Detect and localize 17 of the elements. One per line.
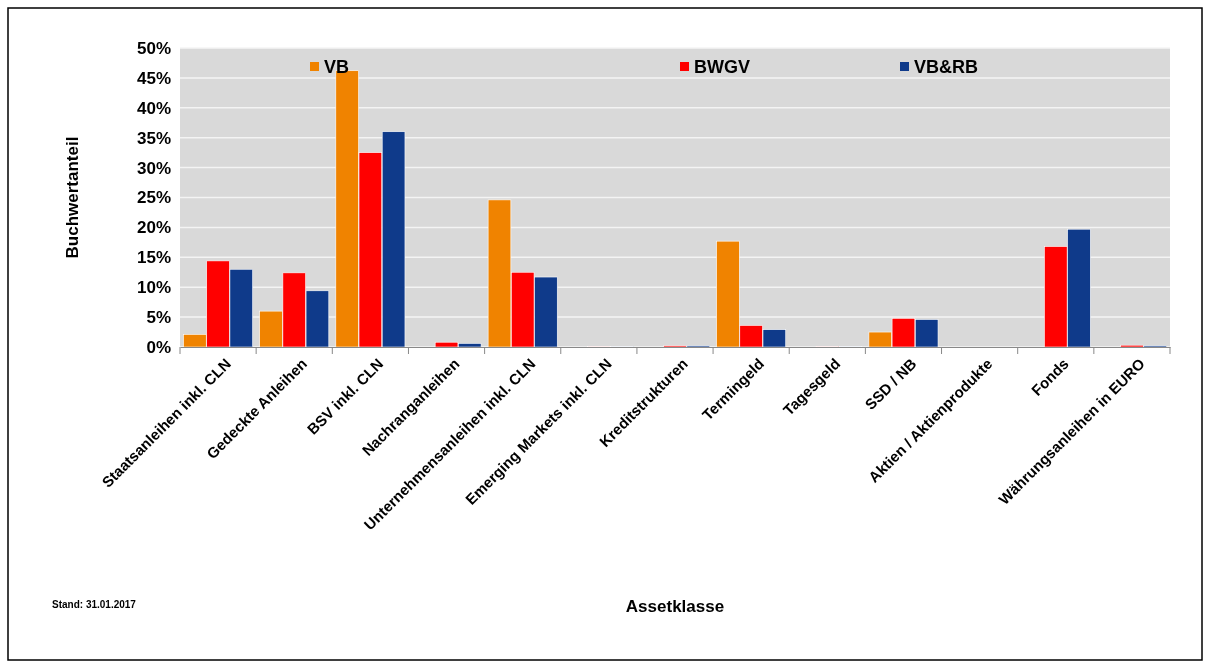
legend-label: VB&RB	[914, 57, 979, 78]
y-tick-label: 30%	[136, 158, 171, 178]
y-tick-label: 0%	[146, 337, 171, 357]
legend-label: BWGV	[694, 57, 750, 78]
y-tick-label: 20%	[136, 218, 171, 238]
y-tick-label: 10%	[136, 278, 171, 298]
y-axis-title: Buchwertanteil	[63, 136, 82, 259]
y-tick-label: 40%	[136, 98, 171, 118]
y-tick-label: 25%	[136, 188, 171, 208]
y-tick-label: 35%	[136, 128, 171, 148]
y-tick-label: 5%	[146, 308, 171, 328]
text: Stand: 31.01.2017	[52, 599, 137, 610]
legend-label: VB	[324, 57, 350, 78]
y-tick-label: 50%	[136, 38, 171, 58]
x-axis-title: Assetklasse	[625, 597, 725, 616]
y-tick-label: 45%	[136, 68, 171, 88]
y-tick-label: 15%	[136, 248, 171, 268]
